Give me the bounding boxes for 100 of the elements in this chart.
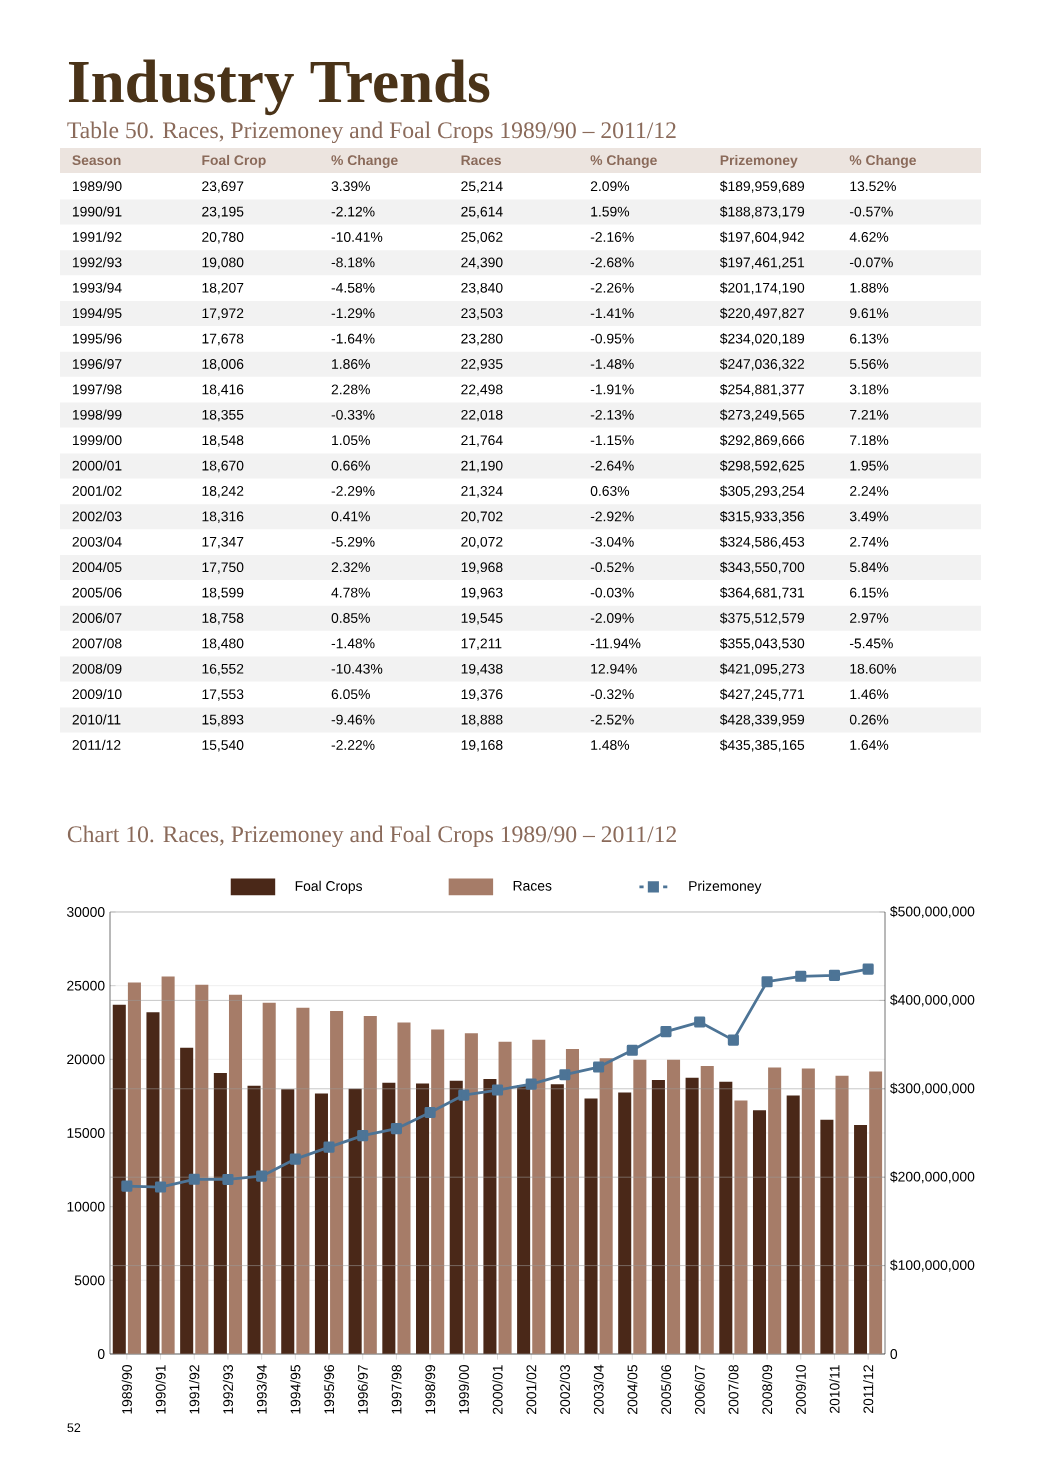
bar bbox=[565, 1048, 579, 1354]
point bbox=[121, 1180, 133, 1192]
text: 18,416 bbox=[202, 384, 244, 396]
text: 21,324 bbox=[461, 486, 503, 498]
text: -1.64% bbox=[331, 333, 375, 344]
text: 22,935 bbox=[461, 359, 503, 371]
bar bbox=[449, 1080, 463, 1354]
text: $427,245,771 bbox=[719, 688, 805, 701]
text: -2.29% bbox=[331, 486, 375, 496]
text: 22,018 bbox=[461, 409, 503, 422]
bar bbox=[685, 1077, 699, 1354]
text: -2.68% bbox=[590, 257, 634, 268]
x-tick-label: 1992/93 bbox=[222, 1365, 234, 1414]
text: -2.12% bbox=[331, 206, 375, 217]
legend-label: Prizemoney bbox=[689, 880, 762, 894]
text: Table 50. Races, Prizemoney and Foal Crops 1989/90 – 2011/12 bbox=[67, 121, 676, 144]
bar bbox=[127, 982, 141, 1354]
bar bbox=[247, 1085, 261, 1354]
text: 1.64% bbox=[850, 740, 889, 750]
text: 2000/01 bbox=[72, 460, 122, 471]
text: 1.05% bbox=[332, 435, 370, 446]
text: 17,972 bbox=[202, 308, 244, 320]
bar bbox=[854, 1125, 868, 1354]
text: -8.18% bbox=[331, 257, 375, 268]
bar bbox=[180, 1047, 194, 1354]
point bbox=[491, 1084, 504, 1096]
y-tick-label: 30000 bbox=[66, 907, 105, 917]
text: 18,548 bbox=[202, 435, 244, 447]
bar bbox=[281, 1089, 295, 1354]
bar bbox=[363, 1016, 377, 1354]
text: 7.18% bbox=[850, 435, 889, 446]
text: 19,080 bbox=[202, 257, 244, 269]
text: 18,316 bbox=[202, 511, 244, 523]
text: 2.28% bbox=[331, 384, 370, 395]
text: 23,195 bbox=[202, 206, 244, 219]
text: 19,968 bbox=[461, 562, 503, 574]
bar bbox=[651, 1079, 665, 1354]
text: 2002/03 bbox=[72, 511, 122, 522]
point bbox=[727, 1034, 739, 1046]
text: 15,540 bbox=[202, 740, 244, 752]
text: 18,355 bbox=[202, 409, 244, 422]
text: 0.26% bbox=[849, 714, 889, 725]
bar bbox=[382, 1082, 396, 1354]
text: 1998/99 bbox=[72, 409, 122, 420]
text: 23,697 bbox=[202, 181, 244, 193]
y-tick-label: 25000 bbox=[67, 980, 105, 991]
text: 18,758 bbox=[202, 613, 244, 625]
y2-tick-label: $400,000,000 bbox=[890, 994, 975, 1007]
text: 19,963 bbox=[461, 587, 503, 600]
text: 2007/08 bbox=[72, 638, 122, 649]
bar bbox=[517, 1085, 531, 1354]
point bbox=[828, 969, 841, 981]
text: 18,599 bbox=[202, 587, 244, 600]
text: 2.09% bbox=[590, 181, 630, 192]
text: 3.39% bbox=[331, 181, 370, 192]
text: 18,670 bbox=[202, 460, 244, 473]
text: Industry Trends bbox=[68, 59, 490, 116]
bar bbox=[195, 984, 209, 1354]
text: 25,214 bbox=[461, 181, 503, 193]
text: $188,873,179 bbox=[719, 206, 805, 219]
text: $435,385,165 bbox=[719, 739, 805, 752]
text: 19,438 bbox=[461, 663, 503, 676]
text: 19,376 bbox=[461, 689, 503, 701]
text: 17,211 bbox=[461, 638, 502, 650]
text: -2.26% bbox=[590, 282, 634, 293]
text: 1996/97 bbox=[72, 358, 122, 369]
text: 1989/90 bbox=[72, 180, 122, 192]
text: 2.74% bbox=[850, 536, 889, 547]
text: 18,888 bbox=[461, 714, 503, 727]
text: 1990/91 bbox=[72, 206, 122, 217]
point bbox=[188, 1173, 200, 1185]
text: 22,498 bbox=[461, 384, 503, 396]
text: 15,893 bbox=[202, 714, 244, 727]
x-tick-label: 2007/08 bbox=[728, 1365, 739, 1414]
text: -1.29% bbox=[331, 308, 375, 319]
text: $234,020,189 bbox=[719, 333, 805, 346]
bar bbox=[213, 1072, 227, 1354]
text: $421,095,273 bbox=[719, 663, 805, 676]
point bbox=[289, 1153, 301, 1165]
text: 1.88% bbox=[850, 282, 889, 293]
point bbox=[559, 1069, 571, 1081]
point bbox=[525, 1078, 537, 1090]
text: 18.60% bbox=[850, 663, 896, 674]
bar bbox=[550, 1084, 564, 1354]
legend-label: Foal Crops bbox=[295, 880, 363, 894]
text: 5.56% bbox=[849, 359, 889, 369]
text: 25,614 bbox=[461, 206, 503, 219]
text: -2.16% bbox=[590, 232, 634, 242]
point bbox=[626, 1044, 638, 1056]
text: $315,933,356 bbox=[719, 510, 805, 523]
text: -0.07% bbox=[849, 257, 893, 268]
bar bbox=[228, 994, 243, 1354]
bar bbox=[112, 1004, 126, 1354]
bar bbox=[584, 1098, 598, 1354]
text: $197,461,251 bbox=[719, 256, 805, 269]
text: -2.13% bbox=[590, 409, 634, 420]
text: 21,764 bbox=[461, 435, 503, 447]
text: 1.86% bbox=[332, 359, 370, 369]
category-label: Races bbox=[461, 155, 501, 166]
text: $189,959,689 bbox=[719, 180, 805, 193]
